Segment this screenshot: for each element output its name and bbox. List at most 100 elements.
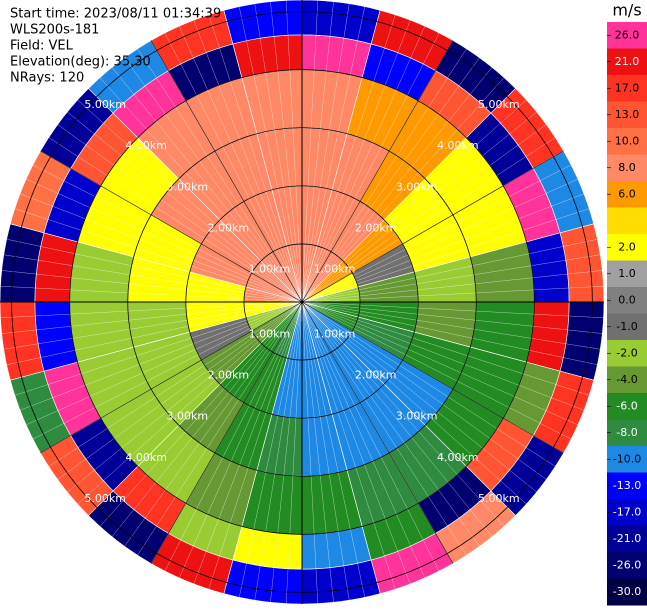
velocity-cell (223, 0, 303, 45)
colorbar-label: -26.0 (613, 558, 641, 571)
range-label: 5.00km (84, 492, 126, 505)
colorbar-swatch (607, 75, 647, 102)
ray-gap (301, 301, 556, 467)
colorbar-label: 6.0 (618, 187, 636, 200)
colorbar-label: 0.0 (618, 293, 636, 306)
ray-gap (301, 301, 572, 440)
ray-gap (254, 3, 303, 303)
ray-gap (301, 137, 556, 303)
ray-gap (193, 19, 303, 303)
ray-gap (301, 88, 516, 303)
ray-gap (57, 124, 303, 303)
radial-line (301, 301, 454, 564)
radial-line (301, 301, 564, 454)
ray-gap (301, 208, 590, 303)
ray-gap (208, 14, 303, 303)
colorbar-swatch (607, 393, 647, 420)
ray-gap (301, 193, 585, 303)
ray-gap (301, 301, 440, 572)
ray-gap (301, 301, 396, 590)
header-line: Field: VEL (10, 39, 74, 54)
radial-line (150, 40, 303, 303)
range-ring (243, 243, 361, 361)
ray-gap (270, 301, 303, 603)
colorbar-swatch (607, 154, 647, 182)
ray-gap (67, 111, 303, 303)
ray-gap (301, 270, 603, 303)
ray-gap (301, 48, 467, 303)
colorbar-label: -2.0 (616, 346, 637, 359)
ray-gap (99, 301, 303, 527)
radial-line (150, 301, 303, 564)
ray-gap (223, 301, 303, 594)
ray-gap (301, 301, 547, 480)
ray-gap (301, 67, 493, 303)
ray-gap (3, 254, 303, 303)
colorbar-label: 2.0 (618, 240, 636, 253)
ray-gap (178, 301, 303, 578)
range-label: 2.00km (208, 221, 250, 234)
ray-gap (301, 111, 537, 303)
colorbar-swatch (607, 499, 647, 526)
ray-gap (26, 178, 303, 303)
ray-gap (1, 270, 303, 303)
colorbar-label: -17.0 (613, 505, 641, 518)
ray-gap (301, 238, 598, 303)
colorbar-swatch (607, 101, 647, 129)
colorbar-label: 17.0 (615, 81, 640, 94)
colorbar-label: -21.0 (613, 532, 641, 545)
ray-gap (178, 26, 303, 303)
ray-gap (57, 301, 303, 480)
colorbar-label: 8.0 (618, 161, 636, 174)
header-line: NRays: 120 (10, 71, 84, 86)
ray-gap (301, 0, 319, 303)
ray-gap (301, 164, 572, 303)
colorbar-swatch (607, 128, 647, 155)
ray-gap (301, 301, 594, 381)
range-ring (11, 11, 593, 593)
colorbar-swatch (607, 525, 647, 553)
ray-gap (301, 301, 585, 411)
ray-gap (301, 6, 366, 303)
range-ring (185, 185, 419, 419)
colorbar-swatch (607, 207, 647, 235)
range-label: 2.00km (355, 221, 397, 234)
ray-gap (99, 77, 303, 303)
ray-gap (137, 301, 303, 556)
ray-gap (301, 301, 493, 537)
radial-line (40, 301, 303, 454)
ray-gap (19, 193, 303, 303)
ray-gap (67, 301, 303, 493)
ray-gap (301, 301, 603, 334)
ray-gap (301, 301, 527, 505)
range-label: 5.00km (84, 98, 126, 111)
ray-gap (301, 26, 426, 303)
ray-gap (301, 301, 604, 319)
colorbar-swatch (607, 234, 647, 261)
colorbar-label: 21.0 (615, 55, 640, 68)
colorbar-swatch (607, 22, 647, 49)
ray-gap (301, 19, 411, 303)
range-label: 2.00km (208, 369, 250, 382)
colorbar-label: -13.0 (613, 479, 641, 492)
colorbar-label: -10.0 (613, 452, 641, 465)
range-label: 4.00km (437, 139, 479, 152)
range-grid: 1.00km 1.00km 1.00km 1.00km 2.00km 2.00km 2.00… (0, 0, 604, 604)
ray-gap (164, 301, 303, 572)
range-label: 4.00km (125, 139, 167, 152)
range-label: 3.00km (396, 180, 438, 193)
ray-gap (301, 301, 590, 396)
colorbar: m/s 26.0 21.0 17.0 13.0 10.0 8.0 6.0 2.0 1.0 0.0 -1… (607, 1, 647, 606)
range-label: 1.00km (314, 262, 356, 275)
ray-gap (301, 178, 578, 303)
ray-gap (301, 301, 578, 426)
header-line: Elevation(deg): 35.30 (10, 55, 151, 70)
ray-gap (111, 301, 303, 537)
ray-gap (32, 301, 303, 440)
ray-gap (301, 285, 604, 303)
radial-line (301, 150, 564, 303)
ray-gap (301, 124, 547, 303)
range-label: 3.00km (396, 410, 438, 423)
ray-gap (301, 301, 319, 604)
